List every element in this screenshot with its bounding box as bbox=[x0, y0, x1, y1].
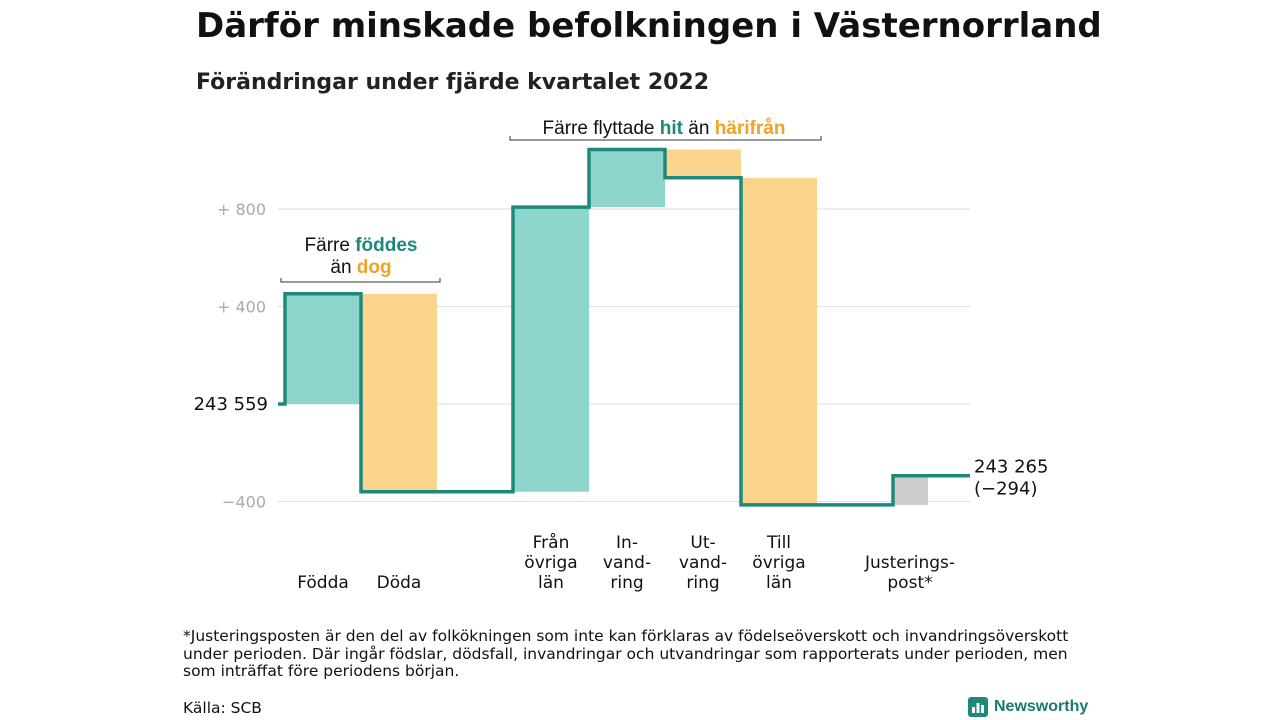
category-label: Justerings-post* bbox=[864, 553, 955, 593]
bar bbox=[741, 177, 817, 505]
end-change-label: (−294) bbox=[974, 479, 1037, 500]
step-line bbox=[278, 147, 970, 507]
y-tick-label: + 400 bbox=[217, 298, 266, 317]
bar bbox=[361, 293, 437, 492]
cumulative-step-line bbox=[278, 147, 970, 507]
category-label: Från övriga län bbox=[524, 532, 577, 593]
bar bbox=[285, 293, 361, 404]
svg-text:än dog: än dog bbox=[330, 257, 391, 278]
svg-text:Färre föddes: Färre föddes bbox=[305, 235, 418, 256]
births-line1-pre: Färre bbox=[305, 235, 356, 256]
svg-text:Färre flyttade hit än härifrån: Färre flyttade hit än härifrån bbox=[543, 118, 786, 139]
migration-mid: än bbox=[683, 118, 715, 139]
category-label: Döda bbox=[377, 573, 422, 593]
bar bbox=[893, 475, 928, 505]
births-line1-highlight: föddes bbox=[355, 235, 417, 256]
footnote: *Justeringsposten är den del av folkökni… bbox=[183, 627, 1069, 680]
category-label: Födda bbox=[297, 573, 349, 593]
migration-pre: Färre flyttade bbox=[543, 118, 660, 139]
source: Källa: SCB bbox=[183, 699, 262, 717]
end-value-label: 243 265 bbox=[974, 457, 1048, 478]
bar-chart-icon bbox=[968, 697, 988, 717]
bars bbox=[285, 149, 928, 505]
bar bbox=[513, 207, 589, 492]
births-bracket bbox=[280, 278, 441, 283]
migration-highlight-2: härifrån bbox=[715, 118, 786, 139]
labels: + 800 + 400 −400 243 559 243 265(−294) Födda D… bbox=[194, 200, 1049, 593]
category-label: Ut-vand-ring bbox=[679, 533, 727, 593]
bar bbox=[589, 149, 665, 208]
category-label: Till övriga län bbox=[752, 533, 805, 593]
chart-subtitle: Förändringar under fjärde kvartalet 2022 bbox=[196, 70, 710, 95]
brand-name: Newsworthy bbox=[994, 698, 1089, 715]
chart-title: Därför minskade befolkningen i Västernor… bbox=[196, 6, 1102, 46]
bar bbox=[665, 149, 741, 178]
annotation-migration: Färre flyttade hit än härifrån bbox=[509, 118, 822, 141]
migration-bracket bbox=[509, 136, 822, 141]
category-label: In-vand-ring bbox=[603, 533, 651, 593]
births-line2-pre: än bbox=[330, 257, 356, 278]
annotation-births: Färre föddes än dog bbox=[280, 235, 441, 283]
y-tick-label: + 800 bbox=[217, 200, 266, 219]
births-line2-highlight: dog bbox=[357, 257, 392, 278]
y-tick-label: −400 bbox=[222, 493, 266, 512]
start-value-label: 243 559 bbox=[194, 394, 268, 415]
brand-logo: Newsworthy bbox=[968, 697, 1088, 717]
migration-highlight-1: hit bbox=[660, 118, 684, 139]
